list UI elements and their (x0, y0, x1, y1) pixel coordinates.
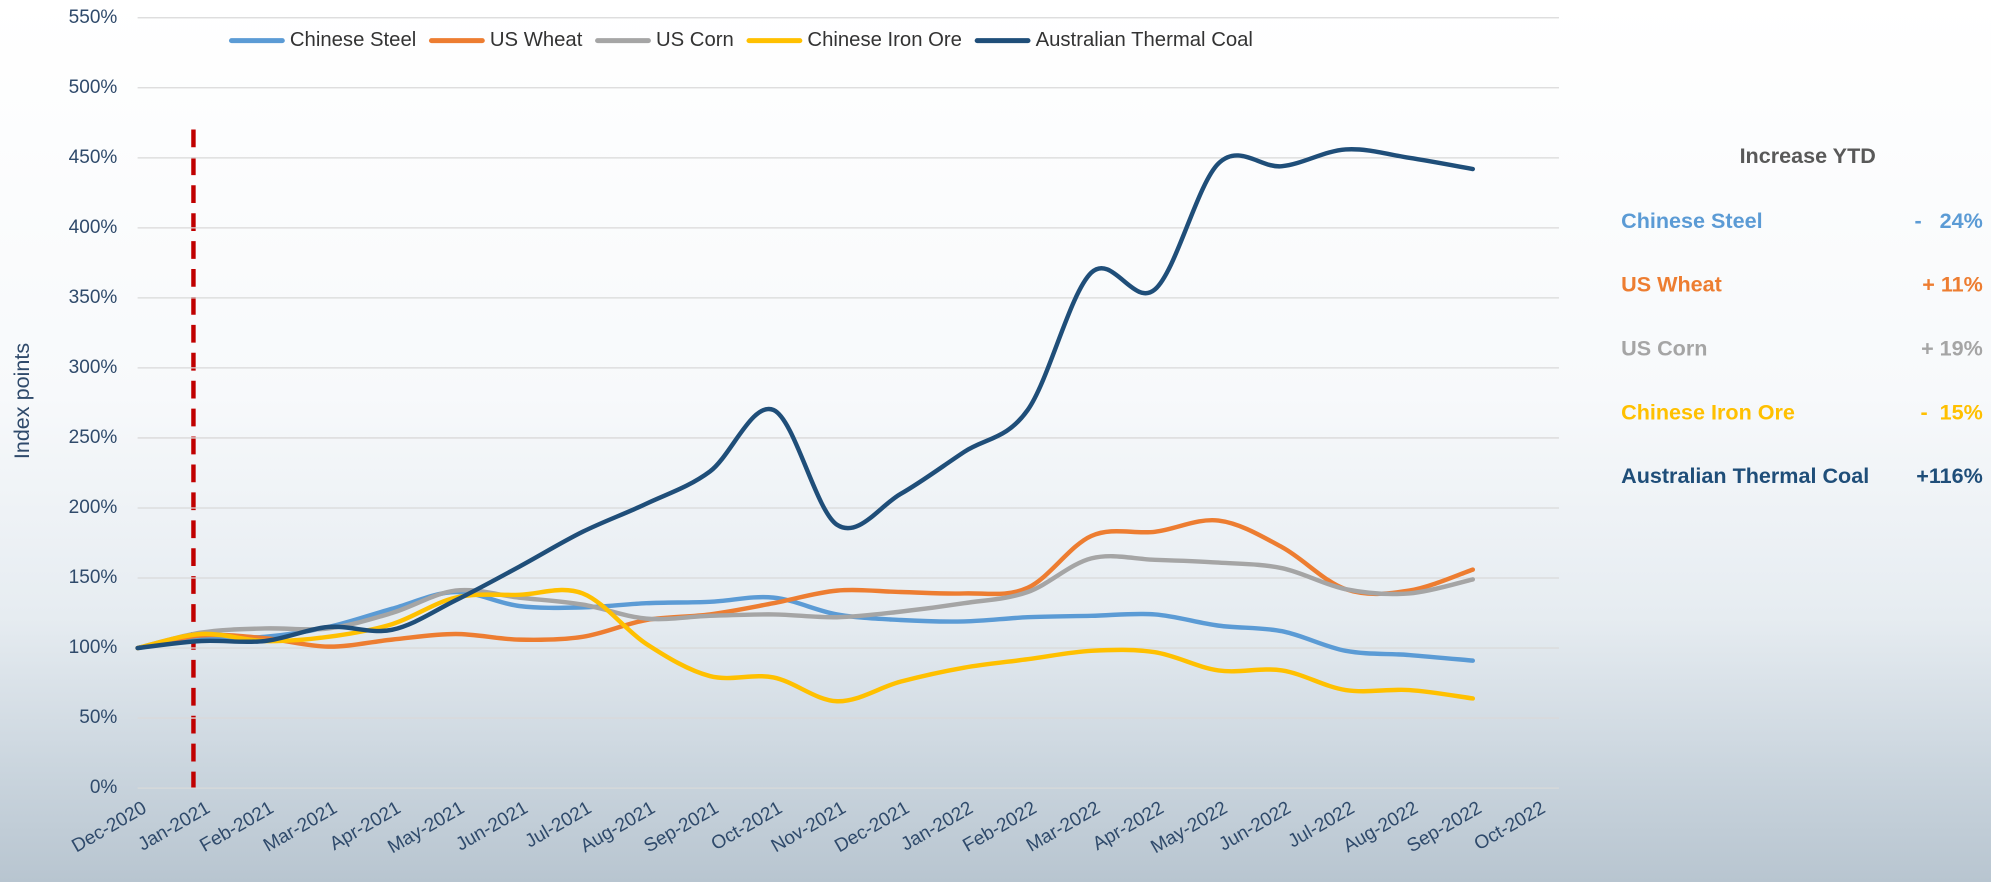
table-name: Chinese Iron Ore (1621, 399, 1795, 424)
table-change: +116% (1916, 463, 1983, 488)
legend-label: US Corn (656, 29, 734, 51)
y-tick-label: 50% (79, 707, 117, 728)
legend-label: Chinese Iron Ore (807, 29, 962, 51)
y-tick-label: 350% (69, 287, 118, 308)
y-tick-label: 0% (90, 777, 118, 798)
y-tick-label: 300% (69, 357, 118, 378)
y-tick-label: 200% (69, 497, 118, 518)
x-tick-label: Mar-2021 (260, 798, 341, 857)
x-tick-label: Mar-2022 (1023, 798, 1104, 857)
y-tick-label: 400% (69, 217, 118, 238)
table-change: - 15% (1921, 399, 1983, 424)
table-change: + 11% (1922, 272, 1983, 297)
table-name: Australian Thermal Coal (1621, 463, 1869, 488)
y-tick-label: 450% (69, 147, 118, 168)
table-name: Chinese Steel (1621, 208, 1762, 233)
y-tick-label: 550% (69, 7, 118, 28)
series-line (135, 589, 1476, 663)
table-change: + 19% (1921, 335, 1983, 360)
y-axis-label: Index points (9, 343, 34, 459)
table-name: US Wheat (1621, 272, 1722, 297)
legend-label: Australian Thermal Coal (1036, 29, 1253, 51)
y-tick-label: 250% (69, 427, 118, 448)
x-tick-label: Dec-2020 (68, 798, 150, 857)
legend-label: Chinese Steel (290, 29, 416, 51)
series-line (135, 147, 1476, 651)
series-line (135, 517, 1476, 651)
legend-label: US Wheat (490, 29, 583, 51)
table-title: Increase YTD (1740, 143, 1876, 168)
y-tick-label: 500% (69, 77, 118, 98)
table-name: US Corn (1621, 335, 1707, 360)
y-tick-label: 150% (69, 567, 118, 588)
table-change: - 24% (1915, 208, 1983, 233)
x-tick-label: Jun-2021 (453, 798, 532, 856)
series-line (135, 553, 1476, 651)
y-tick-label: 100% (69, 637, 118, 658)
x-tick-label: Jun-2022 (1216, 798, 1295, 856)
x-tick-label: Oct-2022 (1471, 798, 1549, 855)
